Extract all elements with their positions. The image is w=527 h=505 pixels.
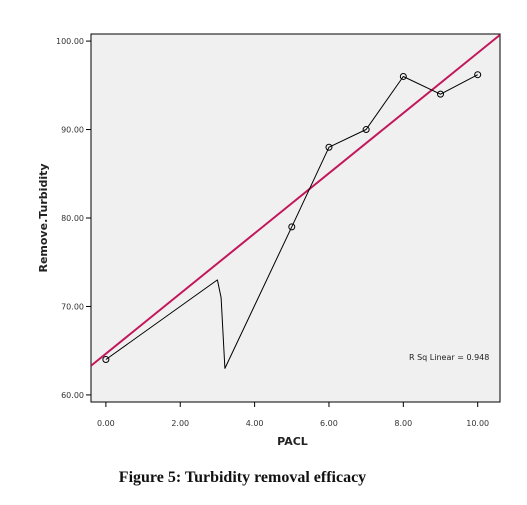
x-axis-title: PACL bbox=[277, 435, 308, 448]
plot-area: 60.00 70.00 80.00 90.00 100.00 0.00 2.00 4.00 6.… bbox=[56, 33, 501, 428]
y-tick-label: 90.00 bbox=[61, 126, 84, 135]
turbidity-chart: 60.00 70.00 80.00 90.00 100.00 0.00 2.00 4.00 6.… bbox=[37, 33, 501, 448]
x-tick-label: 10.00 bbox=[466, 419, 489, 428]
data-series-line bbox=[105, 74, 478, 369]
y-tick-label: 70.00 bbox=[61, 302, 84, 311]
y-tick-label: 100.00 bbox=[56, 37, 84, 46]
figure-caption: Figure 5: Turbidity removal efficacy bbox=[118, 469, 367, 486]
x-tick-label: 0.00 bbox=[97, 419, 115, 428]
y-tick-label: 60.00 bbox=[61, 391, 84, 400]
x-tick-label: 4.00 bbox=[246, 419, 264, 428]
data-point-marker bbox=[399, 72, 407, 80]
data-point-marker bbox=[325, 143, 333, 151]
data-point-marker bbox=[102, 356, 110, 364]
y-axis-title: Remove.Turbidity bbox=[37, 163, 50, 272]
r-squared-annotation: R Sq Linear = 0.948 bbox=[409, 353, 489, 362]
x-tick-label: 6.00 bbox=[320, 419, 338, 428]
x-tick-label: 2.00 bbox=[171, 419, 189, 428]
data-point-marker bbox=[362, 126, 370, 134]
data-point-marker bbox=[437, 90, 445, 98]
data-point-marker bbox=[288, 223, 296, 231]
x-tick-label: 8.00 bbox=[394, 419, 412, 428]
y-tick-label: 80.00 bbox=[61, 214, 84, 223]
data-point-marker bbox=[474, 71, 482, 79]
